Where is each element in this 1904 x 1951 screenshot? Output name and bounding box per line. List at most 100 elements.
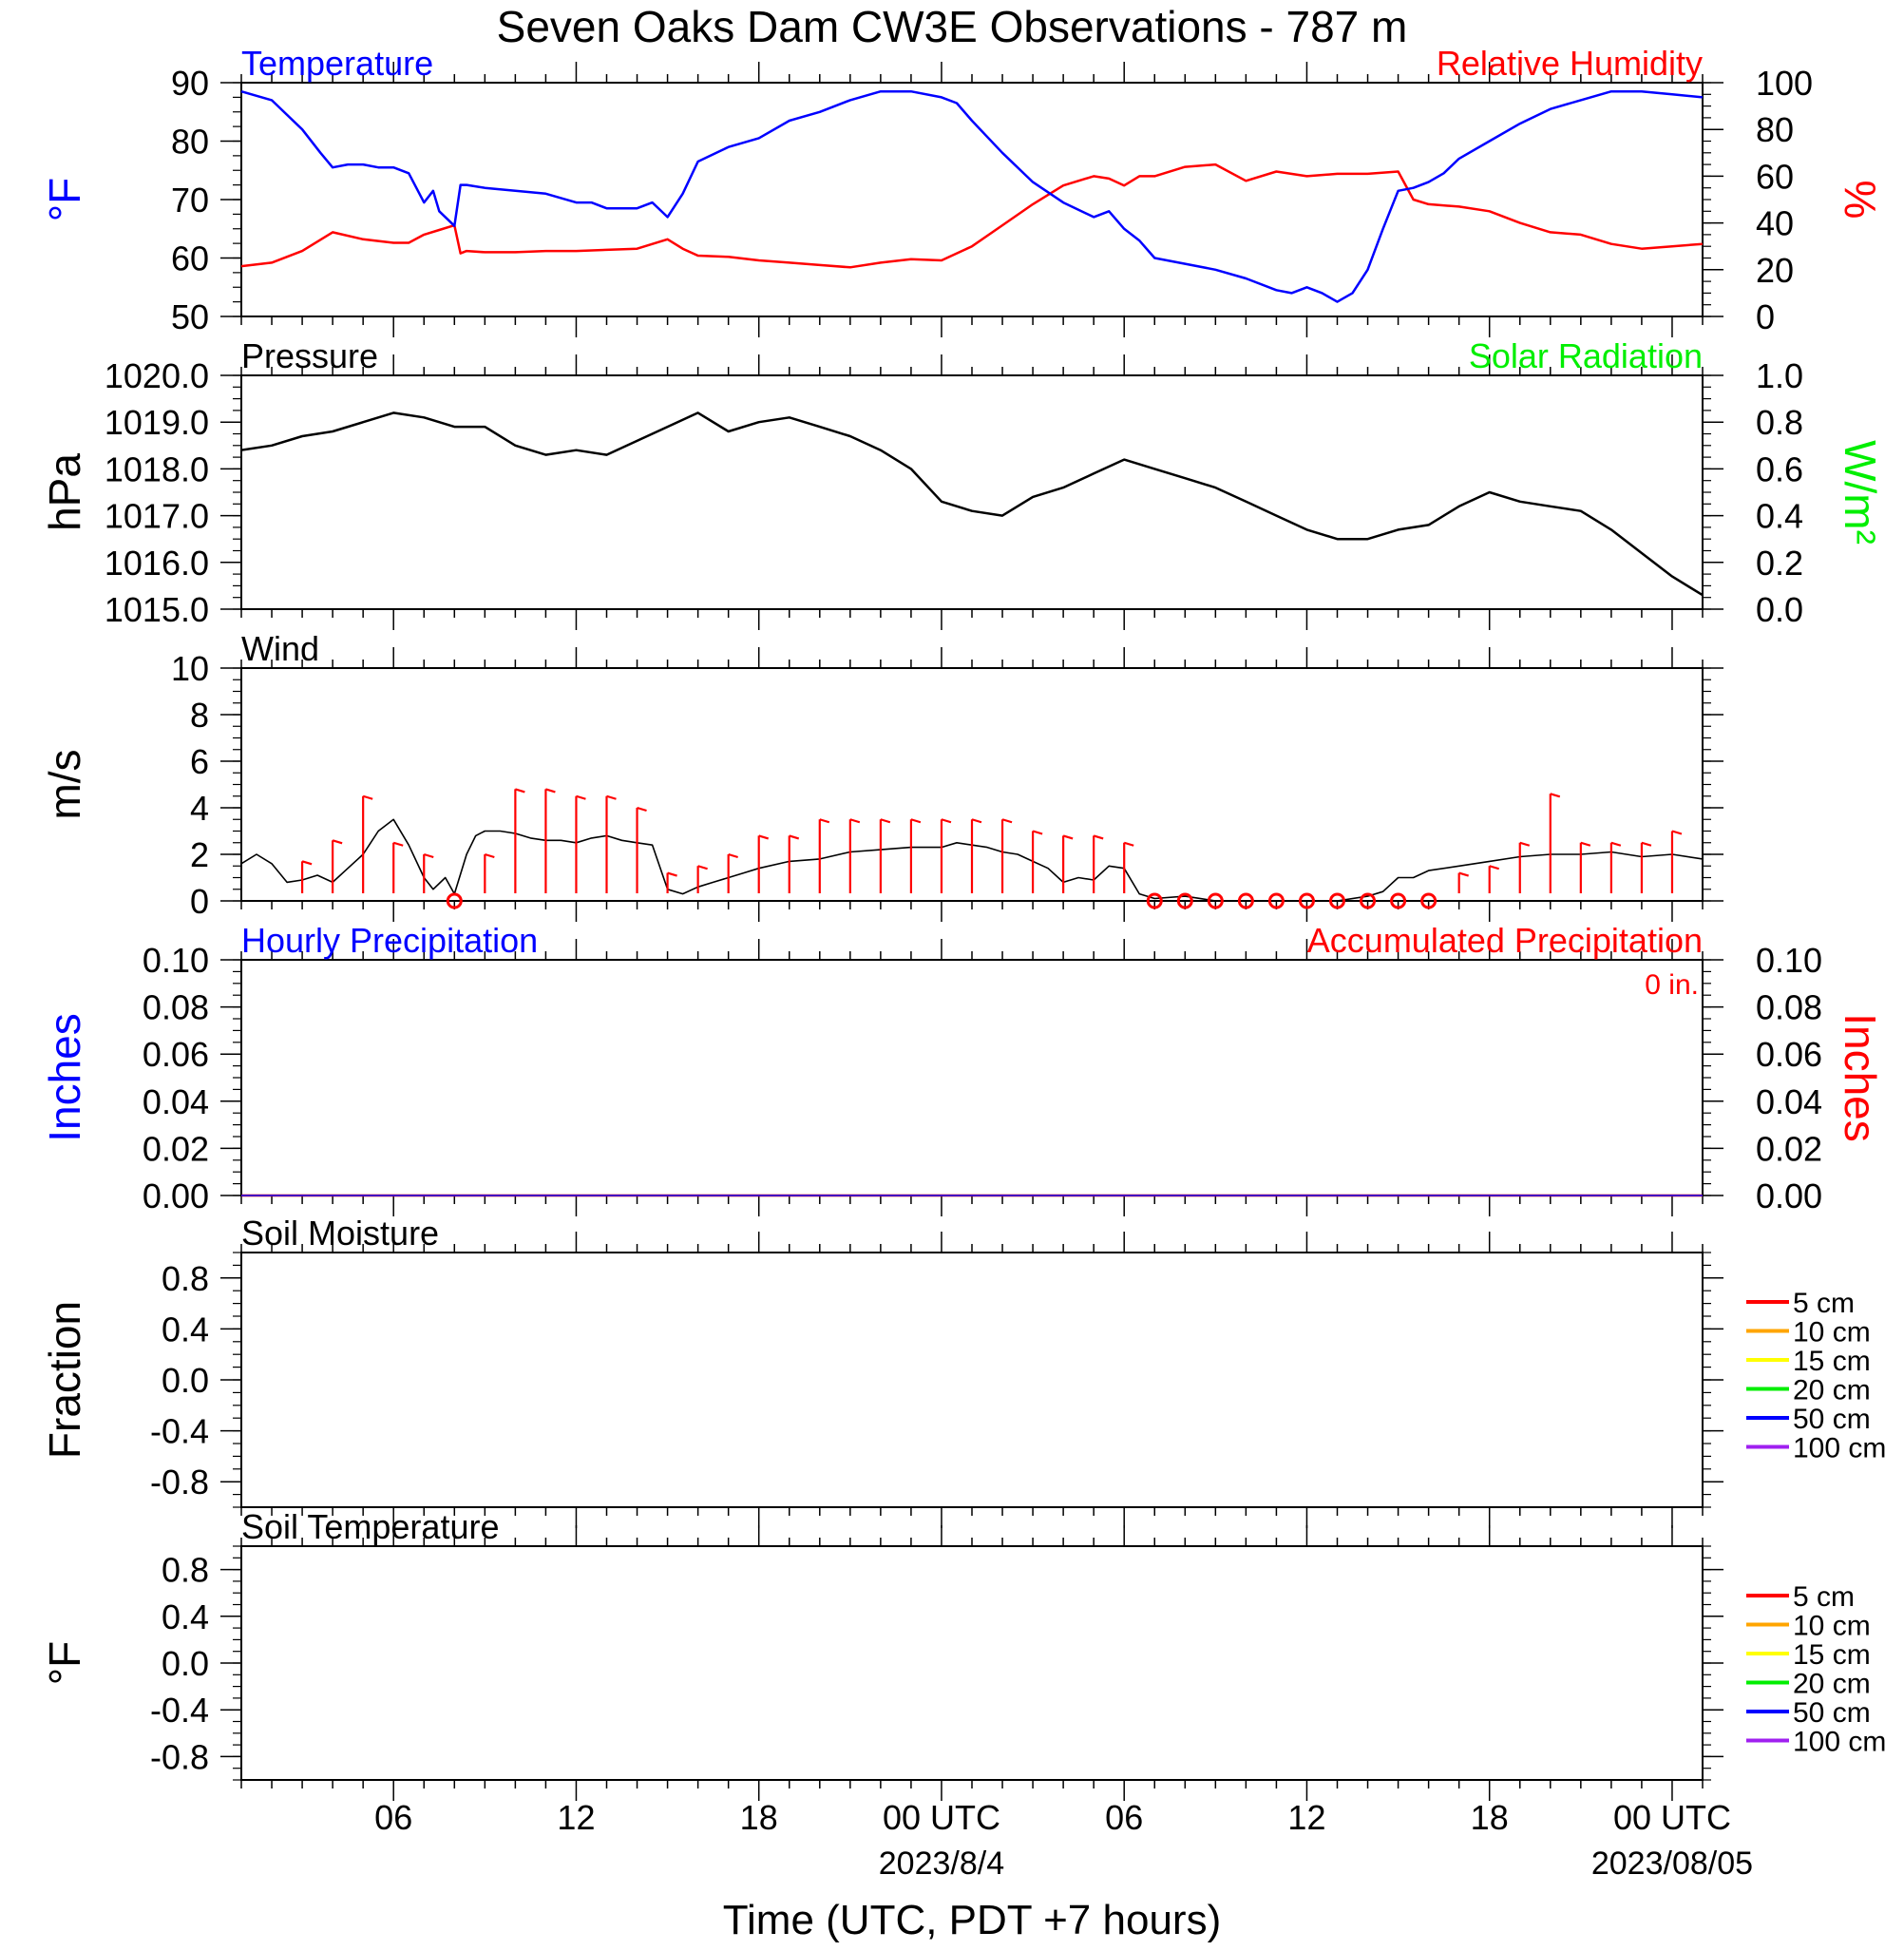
wind-barb-calm bbox=[1207, 892, 1224, 909]
wind-barb-flag bbox=[545, 788, 556, 794]
wind-ytick-label: 2 bbox=[190, 835, 209, 874]
wind-barb-flag bbox=[697, 865, 708, 870]
precip-rtick-label: 0.04 bbox=[1756, 1082, 1822, 1121]
wind-barb-calm bbox=[1420, 892, 1438, 909]
wind-barb-flag bbox=[1062, 834, 1074, 840]
wind-ytick-label: 8 bbox=[190, 696, 209, 735]
wind-barb-flag bbox=[728, 852, 738, 859]
x-axis-label: Time (UTC, PDT +7 hours) bbox=[723, 1897, 1221, 1943]
pressure-rtick-label: 0.0 bbox=[1756, 590, 1803, 629]
temp_rh-left-unit: °F bbox=[40, 178, 89, 222]
wind-barb-flag bbox=[362, 794, 373, 800]
soil_moisture-legend-label: 50 cm bbox=[1793, 1404, 1871, 1435]
pressure-ytick-label: 1017.0 bbox=[105, 497, 209, 536]
pressure-ytick-label: 1016.0 bbox=[105, 544, 209, 583]
x-date-label: 2023/8/4 bbox=[879, 1846, 1004, 1882]
x-tick-label: 00 UTC bbox=[883, 1798, 1000, 1837]
wind-barb-calm bbox=[1360, 892, 1377, 909]
temp_rh-ytick-label: 70 bbox=[171, 181, 209, 220]
soil_temperature-legend-label: 20 cm bbox=[1793, 1669, 1871, 1700]
x-tick-label: 12 bbox=[557, 1798, 595, 1837]
pressure-left-unit: hPa bbox=[40, 453, 89, 531]
temp_rh-series-relative-humidity bbox=[240, 163, 1704, 269]
wind-barb-flag bbox=[758, 834, 770, 840]
wind-barb-flag bbox=[1580, 841, 1591, 847]
x-date-label: 2023/08/05 bbox=[1591, 1846, 1753, 1882]
wind-barb-flag bbox=[1671, 830, 1683, 835]
wind-barb-flag bbox=[576, 794, 586, 800]
wind-barb-flag bbox=[819, 818, 830, 824]
precip-rtick-label: 0.02 bbox=[1756, 1129, 1822, 1168]
temp_rh-ytick-label: 90 bbox=[171, 64, 209, 103]
wind-barb-calm bbox=[1176, 892, 1193, 909]
wind-barb-flag bbox=[1093, 834, 1104, 840]
temp_rh-rtick-label: 20 bbox=[1756, 251, 1794, 290]
wind-ytick-label: 10 bbox=[171, 649, 209, 688]
wind-barb-flag bbox=[332, 839, 343, 845]
temp_rh-rtick-label: 40 bbox=[1756, 204, 1794, 243]
precip-ytick-label: 0.02 bbox=[143, 1129, 209, 1168]
temp_rh-frame bbox=[240, 82, 1704, 317]
wind-barb-flag bbox=[1641, 841, 1652, 847]
precip-left-title: Hourly Precipitation bbox=[241, 921, 538, 960]
precip-rtick-label: 0.08 bbox=[1756, 988, 1822, 1027]
precip-frame bbox=[240, 959, 1704, 1196]
wind-barb-flag bbox=[880, 818, 891, 824]
pressure-rtick-label: 0.6 bbox=[1756, 449, 1803, 488]
panel-wind: 10 8 6 4 2 0 Wind m/s bbox=[40, 629, 1723, 922]
pressure-rtick-label: 1.0 bbox=[1756, 356, 1803, 395]
panel-soil_temperature: 0.8 0.4 0.0 -0.4 -0.8 Soil Temperature °F bbox=[40, 1507, 1723, 1801]
accum-precip-note: 0 in. bbox=[1645, 969, 1699, 1001]
soil_temperature-ytick-label: 0.0 bbox=[162, 1644, 209, 1683]
wind-barb-flag bbox=[1123, 841, 1134, 847]
wind-left-title: Wind bbox=[241, 629, 319, 668]
soil_moisture-legend-label: 5 cm bbox=[1793, 1288, 1855, 1319]
wind-barb-flag bbox=[1458, 871, 1469, 877]
temp_rh-ytick-label: 60 bbox=[171, 239, 209, 278]
soil_moisture-ytick-label: -0.4 bbox=[150, 1412, 209, 1451]
soil_temperature-frame bbox=[240, 1545, 1704, 1781]
soil_moisture-legend-label: 10 cm bbox=[1793, 1317, 1871, 1348]
wind-barb-calm bbox=[446, 892, 463, 909]
pressure-frame bbox=[240, 374, 1704, 610]
temp_rh-rtick-label: 0 bbox=[1756, 297, 1775, 336]
wind-barb-flag bbox=[392, 841, 404, 847]
x-tick-label: 18 bbox=[740, 1798, 778, 1837]
wind-barb-flag bbox=[606, 794, 617, 800]
soil_temperature-legend-label: 10 cm bbox=[1793, 1611, 1871, 1642]
soil_moisture-ytick-label: 0.0 bbox=[162, 1361, 209, 1400]
precip-ytick-label: 0.06 bbox=[143, 1035, 209, 1074]
wind-ytick-label: 4 bbox=[190, 789, 209, 828]
pressure-rtick-label: 0.2 bbox=[1756, 544, 1803, 583]
precip-rtick-label: 0.06 bbox=[1756, 1035, 1822, 1074]
pressure-rtick-label: 0.4 bbox=[1756, 497, 1803, 536]
x-tick-label: 12 bbox=[1287, 1798, 1325, 1837]
precip-right-title: Accumulated Precipitation bbox=[1307, 921, 1703, 960]
pressure-right-title: Solar Radiation bbox=[1469, 336, 1703, 375]
soil_temperature-ytick-label: 0.4 bbox=[162, 1597, 209, 1636]
pressure-series-pressure bbox=[240, 411, 1704, 597]
x-tick-label: 06 bbox=[1105, 1798, 1143, 1837]
soil_temperature-ytick-label: -0.8 bbox=[150, 1737, 209, 1776]
panel-pressure: 1020.0 1019.0 1018.0 1017.0 1016.0 1015.0 1.0 0… bbox=[40, 336, 1885, 630]
wind-barb-flag bbox=[1032, 830, 1043, 835]
pressure-ytick-label: 1018.0 bbox=[105, 449, 209, 488]
precip-left-unit: Inches bbox=[40, 1013, 89, 1142]
temp_rh-left-title: Temperature bbox=[241, 44, 433, 83]
wind-barb-flag bbox=[1610, 841, 1622, 847]
wind-barb-flag bbox=[423, 852, 434, 859]
wind-barb-flag bbox=[485, 852, 495, 859]
wind-barb-flag bbox=[1550, 793, 1561, 798]
soil_temperature-ytick-label: -0.4 bbox=[150, 1691, 209, 1730]
temp_rh-right-unit: % bbox=[1836, 181, 1885, 220]
precip-rtick-label: 0.00 bbox=[1756, 1176, 1822, 1215]
wind-barb-flag bbox=[637, 806, 647, 813]
temp_rh-rtick-label: 60 bbox=[1756, 157, 1794, 196]
temp_rh-right-title: Relative Humidity bbox=[1437, 44, 1703, 83]
wind-barb-calm bbox=[1298, 892, 1315, 909]
wind-barb-flag bbox=[941, 818, 952, 824]
soil_temperature-legend-label: 5 cm bbox=[1793, 1581, 1855, 1613]
wind-barb-flag bbox=[789, 834, 800, 840]
chart-title: Seven Oaks Dam CW3E Observations - 787 m bbox=[497, 2, 1408, 51]
